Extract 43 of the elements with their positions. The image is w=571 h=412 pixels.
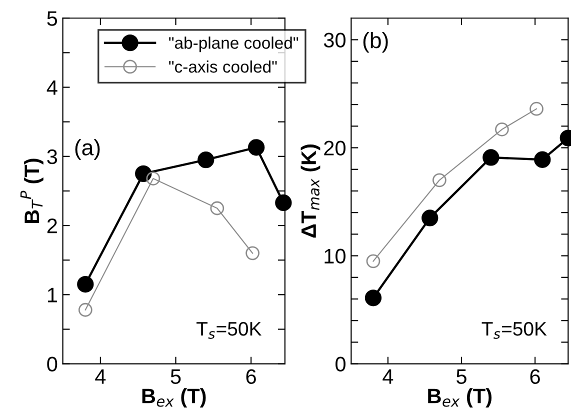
annotation: T$_{s}$=50K (196, 322, 262, 339)
point (530, 102, 544, 116)
y-tick-label: 30 (324, 32, 346, 48)
point (135, 165, 152, 182)
point (366, 254, 380, 268)
point (422, 210, 438, 226)
x-tick-label: 4 (382, 369, 394, 384)
point (534, 151, 551, 168)
point (77, 276, 94, 293)
point (482, 149, 500, 166)
x-tick-label: 5 (170, 369, 181, 384)
annotation: (a) (75, 139, 100, 160)
legend-label: "ab-plane cooled" (169, 36, 298, 52)
x-axis-title: B$_{ex}$ (T) (428, 388, 492, 408)
point (78, 302, 92, 317)
annotation: (b) (363, 32, 388, 53)
x-axis-title: B$_{ex}$ (T) (142, 388, 206, 408)
y-tick-label: 1 (48, 288, 57, 302)
point (248, 139, 265, 156)
point (432, 173, 446, 188)
x-tick-label: 5 (456, 369, 466, 384)
point (198, 152, 214, 168)
x-tick-label: 6 (246, 369, 256, 384)
y-tick-label: 2 (47, 218, 57, 234)
x-tick-label: 4 (95, 369, 106, 384)
point (275, 194, 292, 212)
y-tick-label: 3 (47, 149, 58, 164)
y-axis-title: ΔT$_{max}$ (K) (300, 144, 320, 238)
point (146, 172, 160, 186)
x-tick-label: 6 (530, 369, 540, 384)
y-tick-label: 0 (336, 356, 346, 372)
y-tick-label: 0 (47, 356, 58, 372)
point (210, 201, 224, 216)
y-axis-title: B$_{T}$$^{P}$ (T) (20, 158, 44, 224)
y-tick-label: 5 (47, 11, 58, 26)
point (246, 246, 260, 260)
y-tick-label: 20 (324, 140, 346, 156)
y-tick-label: 10 (324, 248, 346, 264)
legend-label: "c-axis cooled" (169, 60, 277, 73)
point (495, 122, 509, 136)
point (364, 290, 382, 306)
annotation: T$_{s}$=50K (482, 322, 547, 339)
y-tick-label: 4 (46, 80, 58, 95)
